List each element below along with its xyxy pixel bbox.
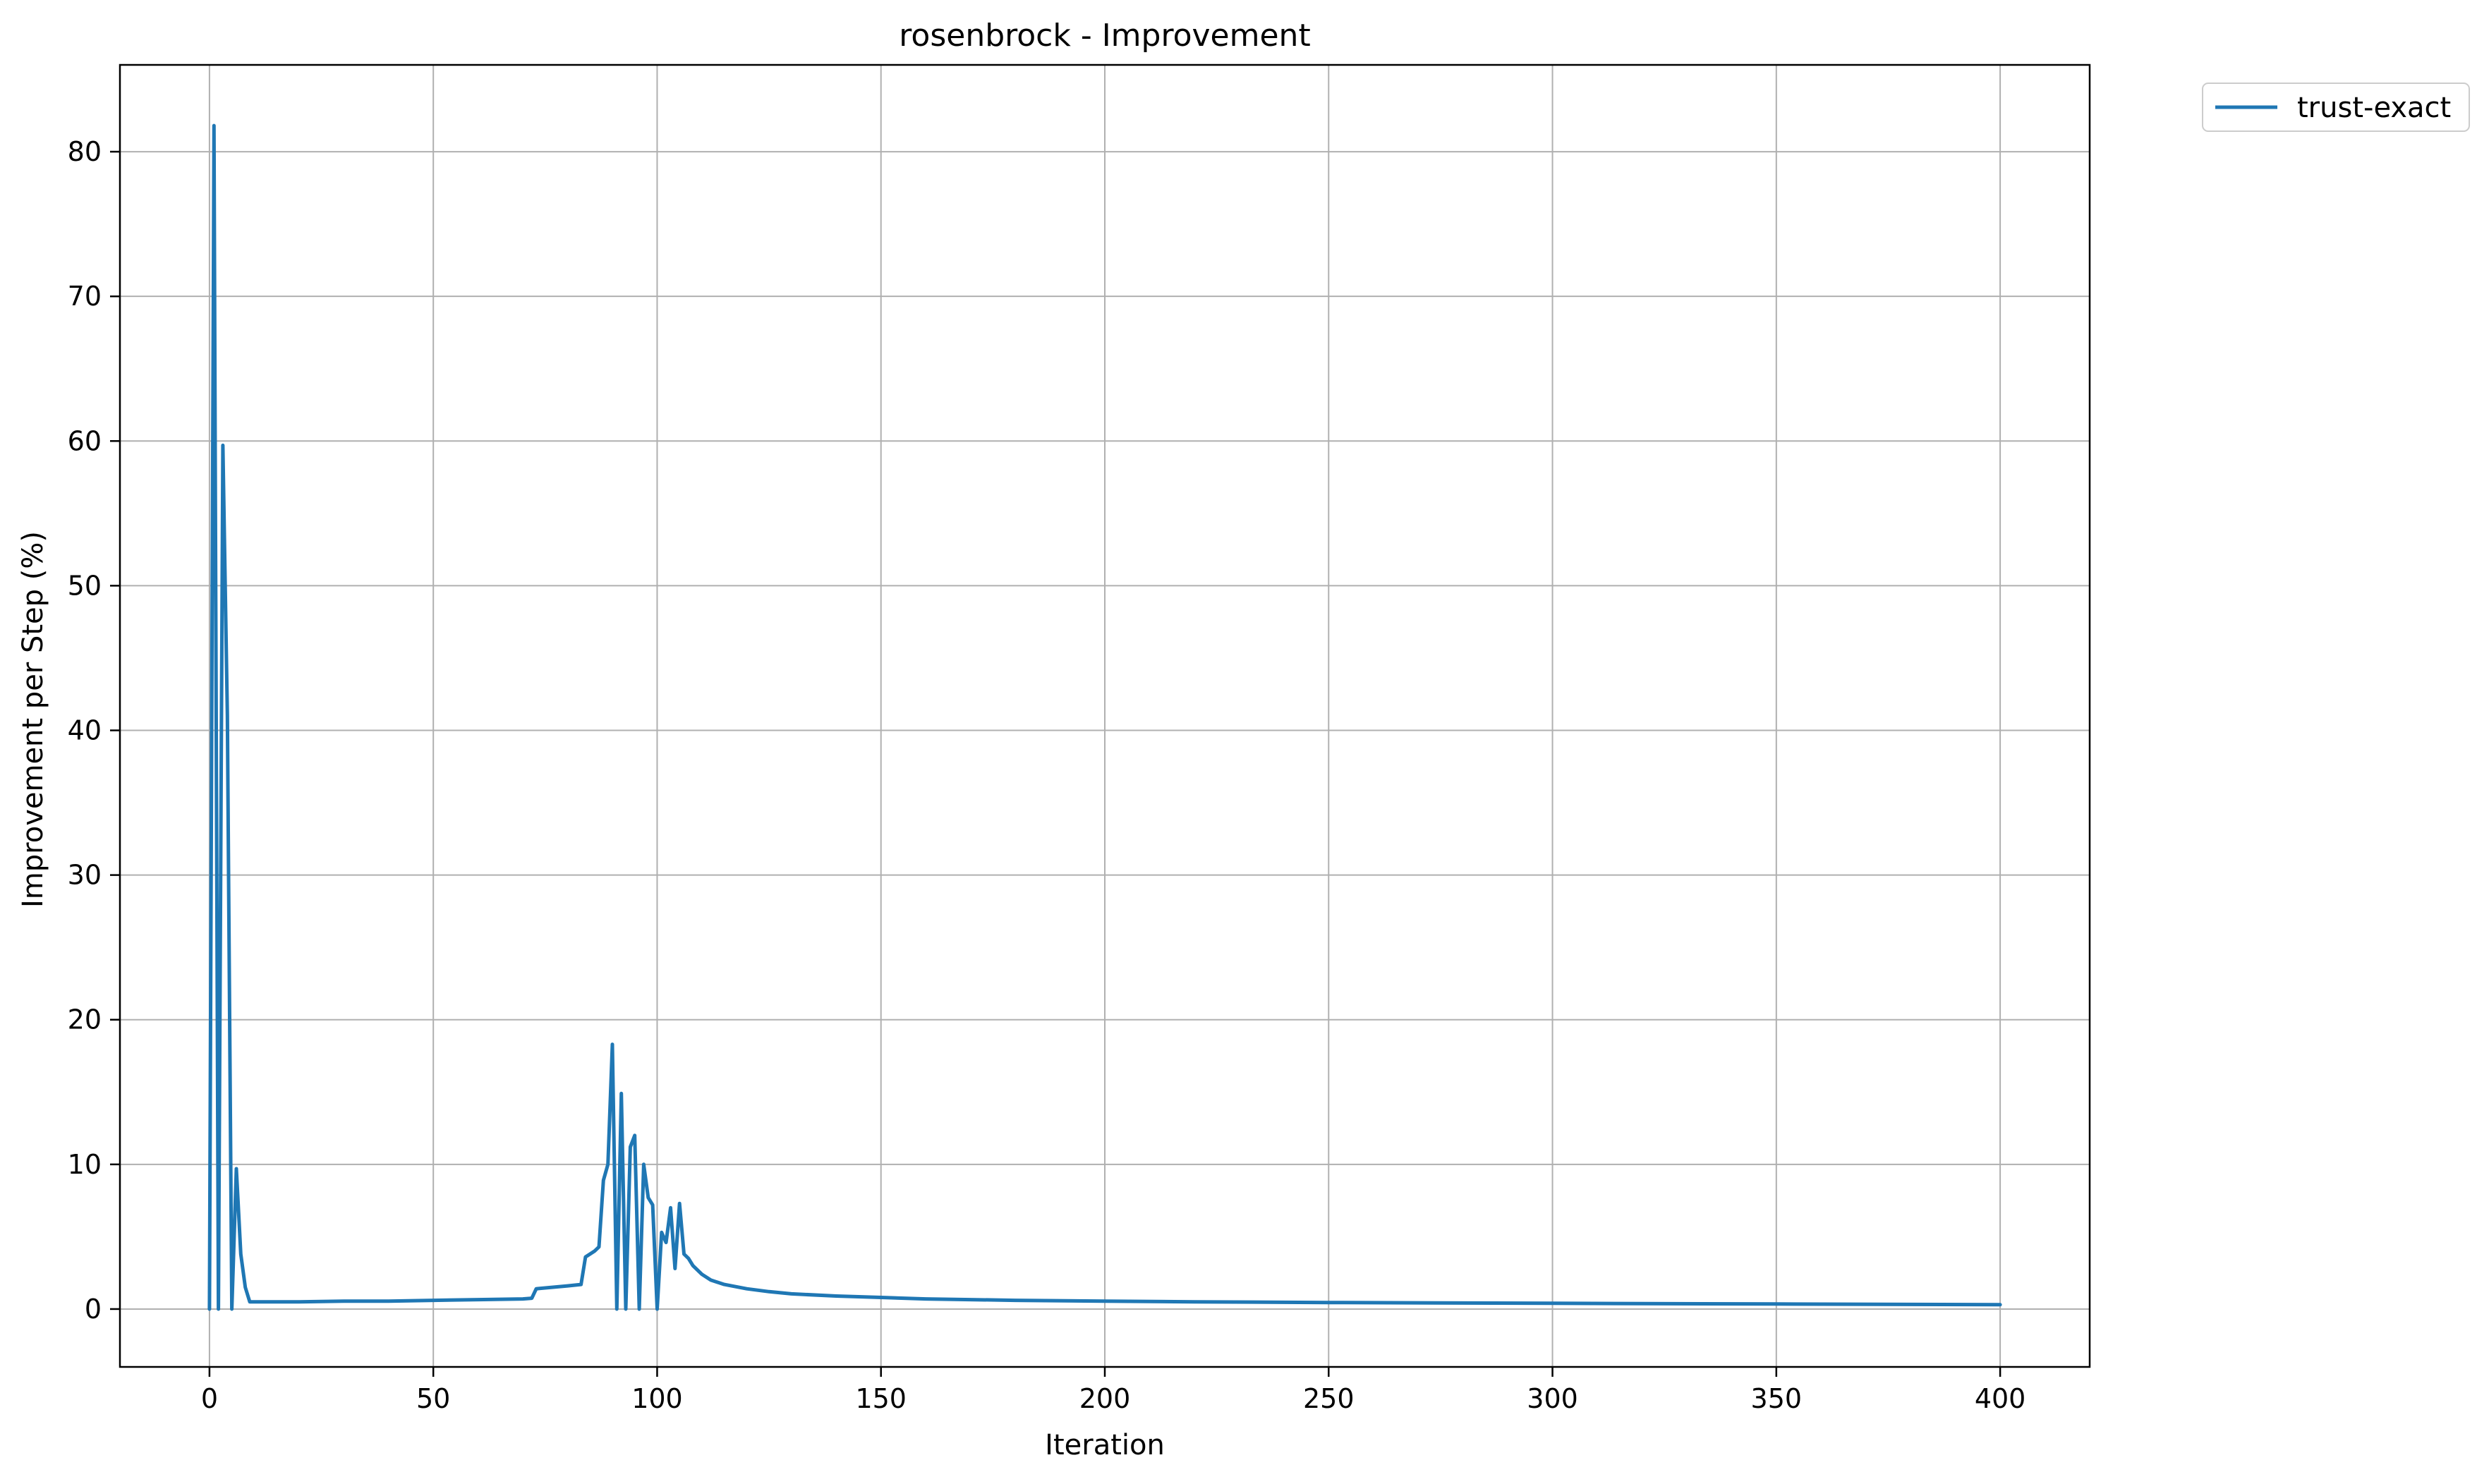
y-tick-label: 70 <box>68 281 102 312</box>
x-tick-label: 150 <box>855 1383 907 1414</box>
chart-title: rosenbrock - Improvement <box>899 18 1310 54</box>
y-tick-label: 0 <box>85 1294 102 1325</box>
x-tick-label: 350 <box>1751 1383 1803 1414</box>
x-axis-label: Iteration <box>1045 1429 1165 1461</box>
x-tick-label: 100 <box>631 1383 683 1414</box>
x-tick-label: 50 <box>416 1383 450 1414</box>
y-tick-label: 30 <box>68 860 102 891</box>
x-tick-label: 0 <box>201 1383 218 1414</box>
legend: trust-exact <box>2202 83 2470 132</box>
series-line-trust-exact <box>207 123 2002 1311</box>
y-tick-label: 60 <box>68 425 102 456</box>
y-tick-label: 40 <box>68 715 102 746</box>
legend-label-trust-exact: trust-exact <box>2297 92 2451 124</box>
x-tick-label: 200 <box>1079 1383 1131 1414</box>
y-tick-label: 10 <box>68 1149 102 1180</box>
y-tick-label: 80 <box>68 136 102 167</box>
y-tick-label: 20 <box>68 1004 102 1035</box>
x-tick-label: 400 <box>1975 1383 2026 1414</box>
y-axis-label: Improvement per Step (%) <box>17 531 49 908</box>
x-tick-label: 300 <box>1527 1383 1578 1414</box>
y-tick-label: 50 <box>68 570 102 601</box>
legend-box <box>2202 83 2470 132</box>
x-tick-label: 250 <box>1303 1383 1355 1414</box>
